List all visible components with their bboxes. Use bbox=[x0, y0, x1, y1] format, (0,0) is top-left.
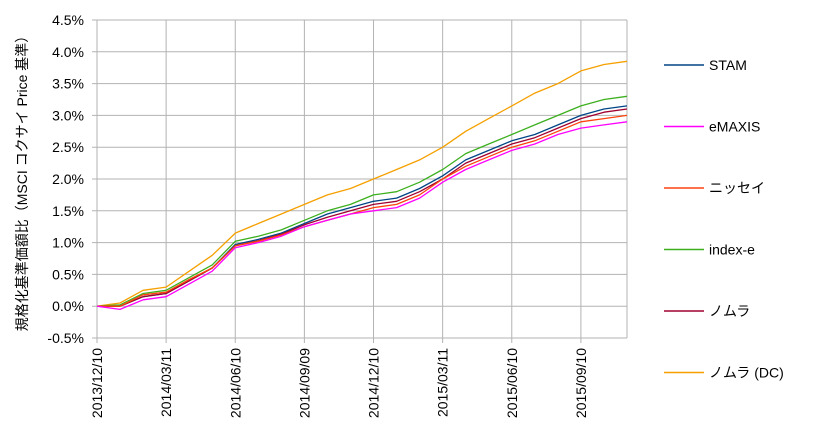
y-tick-label: 4.0% bbox=[52, 44, 84, 60]
y-tick-label: 3.0% bbox=[52, 107, 84, 123]
y-tick-label: 0.5% bbox=[52, 266, 84, 282]
y-tick-label: -0.5% bbox=[47, 330, 84, 346]
series-line-index-e bbox=[96, 95, 628, 307]
legend-item: ノムラ (DC) bbox=[664, 365, 784, 381]
x-tick-label: 2014/03/11 bbox=[158, 348, 174, 417]
x-tick-label: 2014/12/10 bbox=[366, 348, 382, 418]
legend-item: ニッセイ bbox=[664, 180, 765, 196]
legend-label: index-e bbox=[709, 242, 755, 258]
y-tick-label: 4.5% bbox=[52, 12, 84, 28]
x-tick-label: 2015/06/10 bbox=[504, 348, 520, 418]
x-tick-label: 2014/09/09 bbox=[296, 348, 312, 418]
series-line-eMAXIS bbox=[96, 121, 628, 311]
x-tick-label: 2015/09/10 bbox=[573, 348, 589, 418]
x-tick-label: 2014/06/10 bbox=[227, 348, 243, 418]
series-line-ノムラ (DC) bbox=[96, 60, 628, 307]
legend-label: eMAXIS bbox=[709, 119, 760, 135]
y-tick-label: 2.5% bbox=[52, 139, 84, 155]
legend-label: ノムラ bbox=[709, 303, 750, 319]
legend-label: STAM bbox=[709, 57, 747, 73]
legend-item: index-e bbox=[664, 242, 755, 258]
y-axis-ticks: 4.5% 4.0% 3.5% 3.0% 2.5% 2.0% 1.5% 1.0% 0.5% 0.0%… bbox=[47, 12, 84, 346]
legend-item: STAM bbox=[664, 57, 747, 73]
grid bbox=[92, 19, 628, 343]
y-tick-label: 1.5% bbox=[52, 203, 84, 219]
legend-item: ノムラ bbox=[664, 303, 750, 319]
x-tick-label: 2015/03/11 bbox=[435, 348, 451, 417]
y-axis-label: 規格化基準価額比（MSCI コクサイ Price 基準） bbox=[14, 29, 30, 332]
legend-label: ノムラ (DC) bbox=[709, 365, 784, 381]
series-line-ニッセイ bbox=[97, 114, 628, 307]
x-axis-ticks: 2013/12/10 2014/03/11 2014/06/10 2014/09/09… bbox=[89, 348, 589, 418]
legend-item: eMAXIS bbox=[664, 119, 760, 135]
y-tick-label: 3.5% bbox=[52, 76, 84, 92]
y-tick-label: 0.0% bbox=[52, 298, 84, 314]
series-line-ノムラ bbox=[97, 108, 628, 307]
y-tick-label: 1.0% bbox=[52, 235, 84, 251]
series-lines bbox=[96, 60, 628, 311]
y-tick-label: 2.0% bbox=[52, 171, 84, 187]
legend-label: ニッセイ bbox=[709, 180, 765, 196]
x-tick-label: 2013/12/10 bbox=[89, 348, 105, 418]
